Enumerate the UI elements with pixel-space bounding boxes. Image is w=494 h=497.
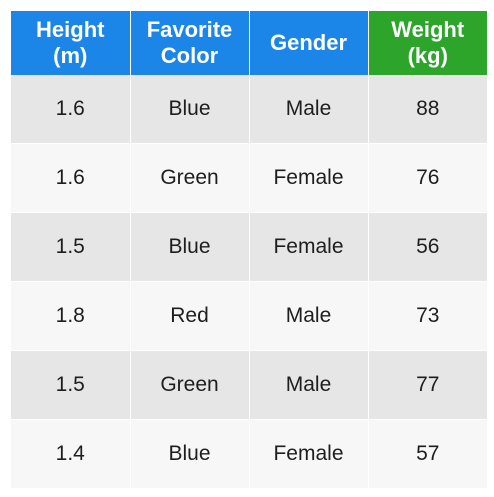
- header-weight-line2: (kg): [407, 43, 448, 68]
- header-height: Height (m): [11, 11, 131, 75]
- cell-favorite-color: Red: [130, 281, 250, 351]
- header-favorite-color-line2: Color: [160, 43, 219, 68]
- cell-gender: Female: [249, 143, 369, 213]
- header-favorite-color-line1: Favorite: [146, 17, 233, 42]
- data-table: Height (m) Favorite Color Gender Weight …: [11, 11, 487, 488]
- cell-gender: Male: [249, 350, 369, 420]
- cell-weight: 56: [416, 235, 440, 258]
- header-row: Height (m) Favorite Color Gender Weight …: [11, 11, 487, 75]
- cell-weight: 76: [416, 166, 440, 189]
- table-row: 1.5 Blue Female 56: [11, 212, 487, 282]
- table-row: 1.5 Green Male 77: [11, 350, 487, 420]
- header-favorite-color: Favorite Color: [130, 11, 250, 75]
- table-row: 1.6 Blue Male 88: [11, 75, 487, 144]
- cell-favorite-color: Blue: [130, 212, 250, 282]
- header-gender-line1: Gender: [269, 30, 348, 55]
- cell-favorite-color: Green: [130, 143, 250, 213]
- cell-weight: 88: [416, 97, 440, 120]
- cell-weight: 77: [416, 373, 440, 396]
- header-height-line2: (m): [53, 43, 88, 68]
- cell-gender: Male: [249, 75, 369, 144]
- table-header: Height (m) Favorite Color Gender Weight …: [11, 11, 487, 75]
- header-weight: Weight (kg): [368, 11, 487, 75]
- table-row: 1.4 Blue Female 57: [11, 419, 487, 488]
- cell-weight: 73: [416, 304, 440, 327]
- cell-height: 1.6: [11, 143, 131, 213]
- header-height-line1: Height: [36, 17, 105, 42]
- cell-height: 1.6: [11, 75, 131, 144]
- header-gender: Gender: [249, 11, 369, 75]
- table-row: 1.6 Green Female 76: [11, 143, 487, 213]
- cell-weight: 57: [416, 442, 440, 465]
- cell-favorite-color: Green: [130, 350, 250, 420]
- cell-height: 1.5: [11, 212, 131, 282]
- cell-height: 1.4: [11, 419, 131, 488]
- cell-favorite-color: Blue: [130, 75, 250, 144]
- cell-gender: Male: [249, 281, 369, 351]
- cell-favorite-color: Blue: [130, 419, 250, 488]
- cell-height: 1.5: [11, 350, 131, 420]
- table-row: 1.8 Red Male 73: [11, 281, 487, 351]
- cell-gender: Female: [249, 212, 369, 282]
- table-body: 1.6 Blue Male 88 1.6 Green Female 76 1.5…: [11, 75, 487, 488]
- cell-gender: Female: [249, 419, 369, 488]
- table-container: Height (m) Favorite Color Gender Weight …: [11, 11, 487, 488]
- cell-height: 1.8: [11, 281, 131, 351]
- header-weight-line1: Weight: [391, 17, 465, 42]
